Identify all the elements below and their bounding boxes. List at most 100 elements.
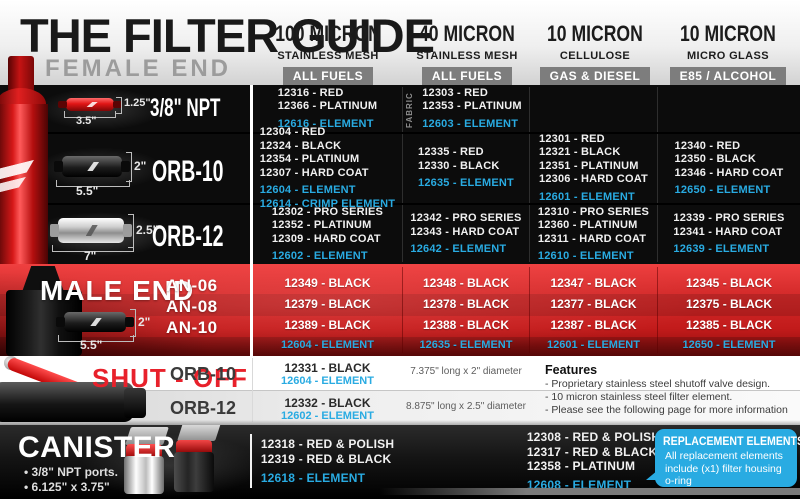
dim-length: 7"	[84, 249, 97, 263]
row-divider	[0, 132, 800, 134]
fuel-badge: GAS & DIESEL	[539, 67, 651, 86]
part-number: 12319 - RED & BLACK	[260, 451, 392, 466]
material-label: STAINLESS MESH	[416, 50, 518, 62]
header: THE FILTER GUIDE FEMALE END 100 MICRON S…	[0, 0, 800, 86]
cell-40mesh-orb10: 12335 - RED 12330 - BLACK 12635 - ELEMEN…	[403, 134, 529, 203]
fuel-badge: E85 / ALCOHOL	[669, 67, 787, 86]
feature-item: - 10 micron stainless steel filter eleme…	[545, 391, 733, 403]
material-label: CELLULOSE	[559, 50, 631, 62]
part-number: 12388 - BLACK	[422, 318, 510, 332]
element-part-number: 12614 - CRIMP ELEMENT	[259, 197, 396, 210]
part-number: 12324 - BLACK	[259, 139, 342, 152]
part-number: 12353 - PLATINUM	[422, 100, 522, 113]
micron-label: 10 MICRON	[547, 21, 643, 46]
part-number: 12339 - PRO SERIES	[673, 212, 785, 225]
fuel-badge: ALL FUELS	[282, 67, 374, 86]
dim-length: 5.5"	[80, 338, 103, 352]
part-number: 12349 - BLACK	[284, 276, 371, 290]
part-number: 12330 - BLACK	[418, 159, 500, 172]
cell-100mesh-orb10: 12304 - RED 12324 - BLACK 12354 - PLATIN…	[253, 126, 402, 210]
row-divider	[0, 203, 800, 205]
element-part-number: 12650 - ELEMENT	[674, 184, 771, 196]
column-header-40-micron: 40 MICRON STAINLESS MESH ALL FUELS	[387, 23, 547, 86]
part-number: 12317 - RED & BLACK	[526, 444, 658, 459]
dimension-note: 8.875" long x 2.5" diameter	[406, 401, 526, 412]
part-number: 12301 - RED	[539, 132, 605, 145]
canister-photos	[118, 425, 228, 497]
bottom-reflection	[380, 488, 800, 495]
feature-item: - Please see the following page for more…	[545, 404, 788, 416]
callout-title: REPLACEMENT ELEMENTS	[663, 436, 800, 448]
dim-height: 2"	[138, 315, 151, 329]
canister-cap-red	[126, 444, 162, 457]
dim-bracket	[64, 111, 116, 118]
fitting-label: ORB-12	[152, 220, 224, 253]
part-number: 12342 - PRO SERIES	[410, 212, 522, 225]
element-part-number: 12604 - ELEMENT	[281, 375, 374, 387]
cell-100mesh-canister: 12318 - RED & POLISH 12319 - RED & BLACK…	[253, 425, 402, 497]
band-stripe	[0, 337, 800, 356]
part-number: 12378 - BLACK	[422, 297, 510, 311]
column-divider	[252, 358, 253, 422]
orb10-label: ORB-10	[170, 364, 237, 384]
column-divider	[529, 267, 530, 353]
element-part-number: 12650 - ELEMENT	[682, 339, 776, 351]
orb12-label: ORB-12	[170, 398, 237, 418]
column-divider	[402, 267, 403, 353]
dim-bracket	[126, 152, 132, 182]
part-number: 12306 - HARD COAT	[539, 173, 648, 186]
part-number: 12343 - HARD COAT	[410, 225, 520, 238]
canister-body-polish	[124, 456, 164, 494]
dim-bracket	[58, 335, 134, 342]
material-label: MICRO GLASS	[686, 50, 769, 62]
part-number: 12304 - RED	[259, 126, 326, 138]
cell-cellulose-canister: 12308 - RED & POLISH 12317 - RED & BLACK…	[526, 425, 661, 497]
part-number: 12311 - HARD COAT	[537, 232, 647, 245]
orb12-filter-photo	[50, 218, 132, 243]
element-part-number: 12635 - ELEMENT	[419, 339, 513, 351]
element-part-number: 12602 - ELEMENT	[281, 410, 374, 422]
element-part-number: 12602 - ELEMENT	[271, 250, 368, 262]
element-part-number: 12603 - ELEMENT	[422, 117, 519, 130]
part-number: 12358 - PLATINUM	[526, 459, 636, 473]
red-filter-shoulder	[0, 88, 46, 108]
red-filter-neck	[8, 56, 34, 92]
micron-label: 100 MICRON	[275, 21, 381, 46]
element-part-number: 12616 - ELEMENT	[277, 117, 374, 130]
part-number: 12385 - BLACK	[685, 318, 773, 332]
cell-100mesh-orb12: 12302 - PRO SERIES 12352 - PLATINUM 1230…	[253, 205, 402, 264]
part-number: 12389 - BLACK	[284, 318, 371, 332]
male-end-band: MALE END 2" 5.5" AN-06 AN-08 AN-10 12349…	[0, 264, 800, 356]
cell-glass-orb10: 12340 - RED 12350 - BLACK 12346 - HARD C…	[658, 134, 800, 203]
element-part-number: 12604 - ELEMENT	[259, 184, 356, 196]
features-title: Features	[545, 363, 598, 377]
part-number: 12366 - PLATINUM	[277, 100, 378, 113]
brand-mark	[85, 225, 98, 236]
valve-cap	[124, 388, 146, 418]
part-number: 12335 - RED	[418, 146, 484, 159]
part-number: 12348 - BLACK	[422, 276, 510, 290]
dim-bracket	[128, 214, 134, 248]
part-number: 12308 - RED & POLISH	[526, 430, 661, 444]
dim-height: 2"	[134, 159, 147, 173]
part-number: 12332 - BLACK	[284, 396, 371, 410]
column-header-100-micron: 100 MICRON STAINLESS MESH ALL FUELS	[248, 21, 408, 86]
cell-40mesh-npt: 12303 - RED 12353 - PLATINUM 12603 - ELE…	[415, 85, 529, 133]
shutoff-section: SHUT - OFF ORB-10 ORB-12 12331 - BLACK 1…	[0, 356, 800, 425]
element-part-number: 12618 - ELEMENT	[260, 470, 366, 485]
brand-mark	[86, 101, 99, 108]
column-divider	[402, 87, 403, 262]
brand-mark	[87, 161, 100, 172]
part-number: 12346 - HARD COAT	[674, 166, 784, 179]
dimension-note: 7.375" long x 2" diameter	[410, 366, 522, 377]
cell-40mesh-orb12: 12342 - PRO SERIES 12343 - HARD COAT 126…	[403, 205, 529, 264]
an06-label: AN-06	[166, 276, 218, 295]
part-number: 12350 - BLACK	[674, 153, 756, 165]
part-number: 12351 - PLATINUM	[539, 159, 639, 172]
cell-100mesh-npt: 12316 - RED 12366 - PLATINUM 12616 - ELE…	[253, 85, 402, 133]
canister-bracket	[177, 425, 221, 441]
micron-label: 10 MICRON	[680, 21, 776, 46]
dim-length: 5.5"	[76, 184, 99, 198]
feature-item: - Proprietary stainless steel shutoff va…	[545, 378, 771, 390]
part-number: 12387 - BLACK	[550, 318, 637, 332]
